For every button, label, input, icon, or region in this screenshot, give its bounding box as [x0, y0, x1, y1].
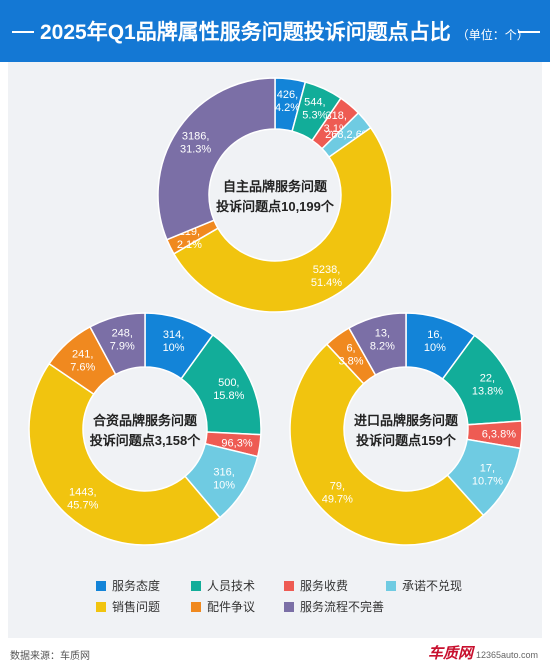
- title-text: 2025年Q1品牌属性服务问题投诉问题点占比: [40, 21, 451, 44]
- center-label-jv: 合资品牌服务问题投诉问题点3,158个: [90, 413, 202, 448]
- chart-panel: 426, 4.2% 544, 5.3% 318, 3.1% 268,2.6% 5238, 51.…: [8, 62, 542, 638]
- data-source: 数据来源：车质网: [10, 651, 90, 662]
- center-label-import: 进口品牌服务问题投诉问题点159个: [354, 413, 459, 448]
- legend-label: 销售问题: [112, 600, 161, 614]
- legend-swatch: [96, 581, 106, 591]
- data-label-import-1: 22, 13.8%: [472, 373, 503, 398]
- header-decor-line-right: [518, 31, 540, 33]
- data-label-jv-2: 96,3%: [221, 437, 252, 449]
- legend-item-5: 配件争议: [191, 599, 255, 615]
- data-label-jv-3: 316, 10%: [213, 466, 235, 491]
- data-label-domestic-0: 426, 4.2%: [275, 89, 300, 114]
- header-bar: 2025年Q1品牌属性服务问题投诉问题点占比 （单位：个）: [0, 0, 550, 62]
- header-decor-line-left: [12, 31, 34, 33]
- data-label-domestic-1: 544, 5.3%: [302, 97, 327, 122]
- data-label-jv-0: 314, 10%: [163, 329, 185, 354]
- data-label-import-2: 6,3.8%: [482, 429, 516, 441]
- data-label-import-4: 79, 49.7%: [322, 480, 353, 505]
- legend-label: 配件争议: [207, 600, 256, 614]
- legend-label: 人员技术: [207, 579, 256, 593]
- footer: 数据来源：车质网 车质网 12365auto.com: [0, 638, 550, 670]
- legend-swatch: [96, 602, 106, 612]
- legend-item-2: 服务收费: [284, 578, 348, 594]
- donut-jv: 314, 10% 500, 15.8% 96,3% 316, 10% 1443, 45.7% 24…: [28, 312, 262, 546]
- legend-item-0: 服务态度: [96, 578, 160, 594]
- legend-item-3: 承诺不兑现: [386, 578, 462, 594]
- slice-jv-6: [89, 312, 146, 376]
- data-label-domestic-6: 3186, 31.3%: [180, 130, 211, 155]
- legend-swatch: [191, 602, 201, 612]
- slice-domestic-6: [157, 77, 276, 241]
- slice-jv-4: [28, 362, 221, 546]
- legend-swatch: [191, 581, 201, 591]
- slice-import-4: [289, 343, 485, 546]
- legend-item-1: 人员技术: [191, 578, 255, 594]
- data-label-jv-5: 241, 7.6%: [70, 348, 95, 373]
- data-label-domestic-2: 318, 3.1%: [324, 110, 349, 135]
- legend-label: 服务态度: [112, 579, 161, 593]
- legend-label: 服务流程不完善: [300, 600, 385, 614]
- slice-import-6: [347, 312, 407, 377]
- chart-title: 2025年Q1品牌属性服务问题投诉问题点占比 （单位：个）: [40, 18, 529, 48]
- data-label-jv-6: 248, 7.9%: [110, 327, 135, 352]
- data-label-import-5: 6, 3.8%: [339, 342, 364, 367]
- legend-label: 服务收费: [300, 579, 349, 593]
- legend-swatch: [386, 581, 396, 591]
- legend-label: 承诺不兑现: [402, 579, 463, 593]
- data-label-import-0: 16, 10%: [424, 329, 446, 354]
- legend-item-6: 服务流程不完善: [284, 599, 384, 615]
- donut-import: 16, 10% 22, 13.8% 6,3.8% 17, 10.7% 79, 49.7% 6, 3.…: [289, 312, 523, 546]
- logo-site: 12365auto.com: [475, 650, 538, 660]
- data-label-domestic-4: 5238, 51.4%: [311, 264, 342, 289]
- data-label-import-6: 13, 8.2%: [370, 328, 395, 353]
- legend-swatch: [284, 581, 294, 591]
- data-label-jv-4: 1443, 45.7%: [67, 487, 98, 512]
- slice-domestic-4: [172, 126, 393, 313]
- site-logo: 车质网 12365auto.com: [428, 642, 538, 663]
- center-label-domestic: 自主品牌服务问题投诉问题点10,199个: [216, 179, 335, 214]
- donut-charts: 426, 4.2% 544, 5.3%318, 3.1%268,2.6%5238, 51.…: [28, 77, 523, 546]
- legend-swatch: [284, 602, 294, 612]
- data-label-jv-1: 500, 15.8%: [213, 377, 244, 402]
- logo-text: 车质网: [427, 645, 473, 662]
- donut-domestic: 426, 4.2% 544, 5.3%318, 3.1%268,2.6%5238, 51.…: [157, 77, 393, 313]
- unit-label: （单位：个）: [456, 28, 529, 42]
- data-label-import-3: 17, 10.7%: [472, 462, 503, 487]
- legend-item-4: 销售问题: [96, 599, 160, 615]
